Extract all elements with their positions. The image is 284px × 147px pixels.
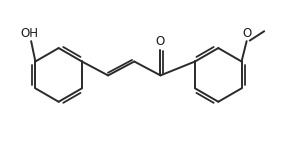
Text: OH: OH bbox=[20, 27, 38, 40]
Text: O: O bbox=[156, 35, 165, 48]
Text: O: O bbox=[242, 27, 251, 40]
